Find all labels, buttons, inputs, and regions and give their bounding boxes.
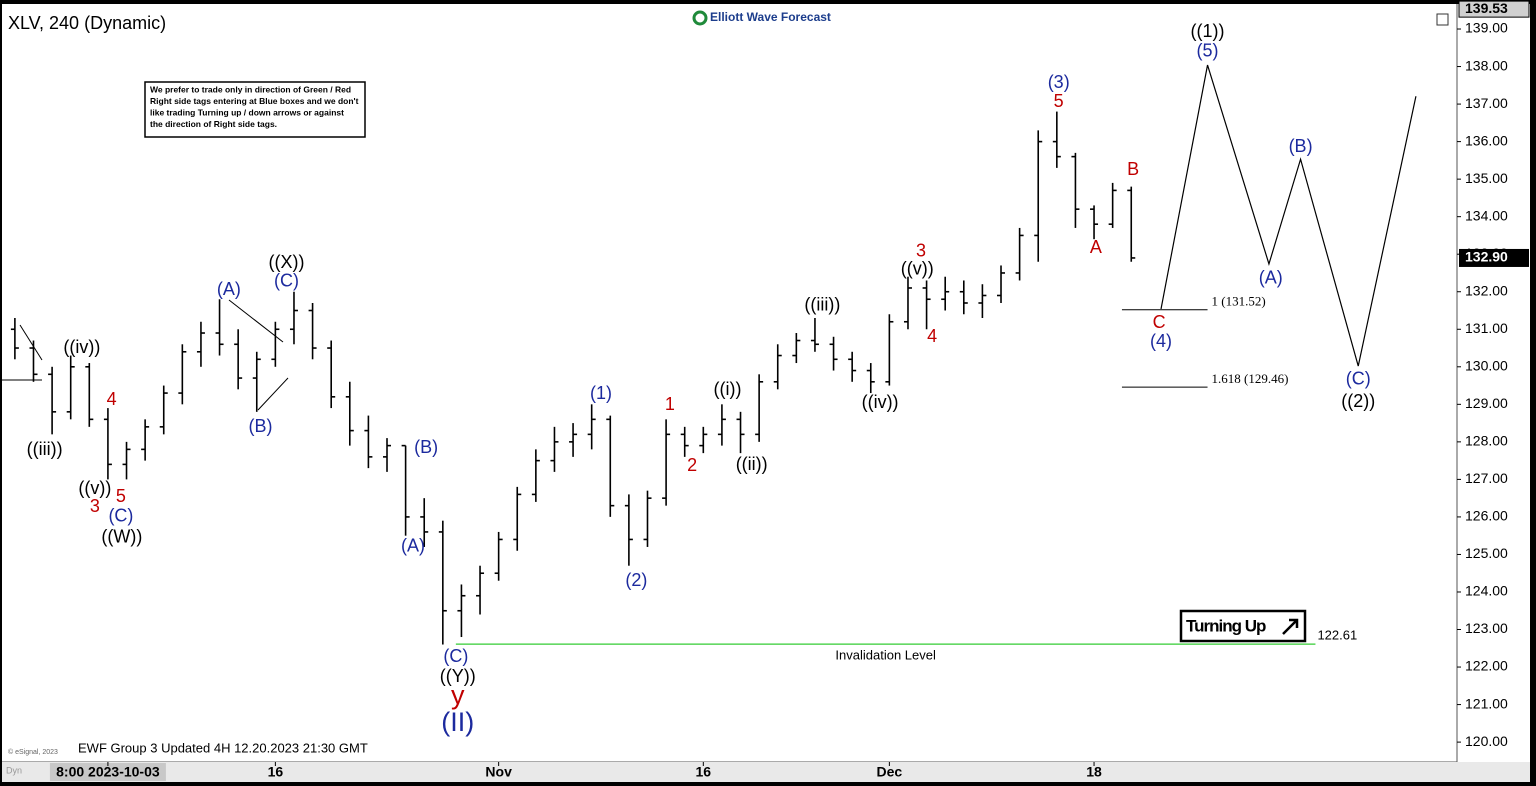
y-tick-label: 127.00 [1465,470,1508,486]
note-line: like trading Turning up / down arrows or… [150,107,344,117]
wave-label: (C) [443,646,468,666]
wave-label: ((v)) [901,259,934,279]
note-box [144,81,366,138]
y-tick-label: 129.00 [1465,395,1508,411]
y-tick-label: 134.00 [1465,207,1508,223]
note: We prefer to trade only in direction of … [150,84,359,129]
wave-label: ((ii)) [736,454,768,474]
wave-label: (3) [1048,72,1070,92]
wave-label: (II) [441,707,474,737]
wave-label: (4) [1150,331,1172,351]
wave-label: ((i)) [714,379,742,399]
y-tick-label: 139.00 [1465,20,1508,36]
x-tick-label: 18 [1086,764,1102,780]
triangle-line [228,299,284,343]
wave-label: (C) [108,506,133,526]
y-tick-label: 126.00 [1465,508,1508,524]
wave-label: A [1090,237,1102,257]
wave-label: ((iv)) [862,392,899,412]
y-tick-label: 136.00 [1465,132,1508,148]
wave-label: (C) [274,271,299,291]
projection-path [1160,64,1417,367]
x-tick-label: Dec [877,764,903,780]
wave-label: 1 [665,394,675,414]
wave-label: (C) [1346,369,1371,389]
wave-label: ((1)) [1191,21,1225,41]
brand: Elliott Wave Forecast [710,10,831,24]
wave-label: C [1153,312,1166,332]
x-tick-label: 16 [268,764,284,780]
y-tick-label: 135.00 [1465,170,1508,186]
last-price-label: 132.90 [1465,249,1508,265]
wave-label: 4 [107,389,117,409]
x-tick-label: Nov [485,764,512,780]
note-line: Right side tags entering at Blue boxes a… [150,96,359,106]
wave-label: (2) [625,570,647,590]
fib-label: 1 (131.52) [1212,294,1266,309]
y-tick-label: 124.00 [1465,583,1508,599]
invalidation-value: 122.61 [1317,628,1357,643]
y-tick-label: 138.00 [1465,57,1508,73]
wave-label: ((Y)) [440,666,476,686]
wave-label: (1) [590,383,612,403]
wave-label: ((iii)) [804,295,840,315]
corner-label: Dyn [6,765,22,775]
y-tick-label: 121.00 [1465,695,1508,711]
top-price-label: 139.53 [1465,0,1508,16]
y-tick-label: 122.00 [1465,658,1508,674]
wave-label: ((X)) [269,252,305,272]
y-tick-label: 132.00 [1465,282,1508,298]
copyright: © eSignal, 2023 [8,748,58,756]
last-price-bg [1459,248,1529,267]
wedge-line [19,324,43,361]
wave-label: ((2)) [1341,391,1375,411]
wave-label: ((iv)) [63,337,100,357]
wave-label: (A) [401,536,425,556]
chart-title: XLV, 240 (Dynamic) [8,13,166,33]
y-tick-label: 123.00 [1465,620,1508,636]
badge-box [1179,609,1307,643]
wave-label: (A) [217,279,241,299]
top-price-bg [1458,0,1530,18]
y-tick-label: 125.00 [1465,545,1508,561]
x-tick-label: 16 [696,764,712,780]
y-tick-label: 120.00 [1465,733,1508,749]
wave-label: ((v)) [78,478,111,498]
wave-label: y [451,680,465,710]
y-tick-label: 130.00 [1465,358,1508,374]
wave-label: (B) [414,437,438,457]
wave-label: 3 [90,496,100,516]
wave-label: 4 [927,326,937,346]
wave-label: B [1127,159,1139,179]
wave-label: ((W)) [101,527,142,547]
wave-label: 5 [116,486,126,506]
y-tick-label: 131.00 [1465,320,1508,336]
note-line: We prefer to trade only in direction of … [150,84,351,94]
wave-label: 2 [687,455,697,475]
wave-label: (B) [248,416,272,436]
y-tick-label: 128.00 [1465,433,1508,449]
fib-label: 1.618 (129.46) [1212,371,1289,386]
triangle-line [257,377,289,411]
wave-label: ((iii)) [27,439,63,459]
x-tick-label: 8:00 2023-10-03 [56,764,160,780]
restore-icon[interactable] [1436,13,1449,26]
wave-label: 5 [1054,91,1064,111]
wave-label: (5) [1197,41,1219,61]
wave-label: 3 [916,241,926,261]
invalidation-label: Invalidation Level [835,648,936,663]
crosshair-label-bg [49,763,166,781]
y-tick-label: 137.00 [1465,95,1508,111]
wave-label: (A) [1259,268,1283,288]
wave-label: (B) [1289,136,1313,156]
time-axis-panel [2,762,1530,782]
badge-arrow [1282,618,1299,635]
footer: EWF Group 3 Updated 4H 12.20.2023 21:30 … [78,740,368,755]
brand-logo [692,10,708,26]
badge: Turning Up [1186,616,1266,635]
note-line: the direction of Right side tags. [150,119,277,129]
